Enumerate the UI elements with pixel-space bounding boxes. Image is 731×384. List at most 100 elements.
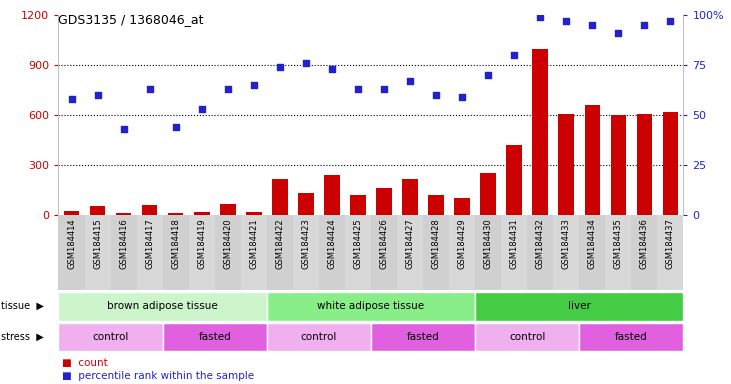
Text: GSM184431: GSM184431 [510,218,519,269]
Bar [267,292,475,321]
Text: fasted: fasted [406,332,439,342]
Text: GSM184425: GSM184425 [354,218,363,269]
Bar [240,215,267,290]
Text: GSM184432: GSM184432 [536,218,545,269]
Text: white adipose tissue: white adipose tissue [317,301,425,311]
Bar [90,206,105,215]
Bar [371,323,475,351]
Bar [579,323,683,351]
Text: control: control [509,332,545,342]
Bar [58,323,162,351]
Text: GSM184420: GSM184420 [223,218,232,269]
Bar [220,204,235,215]
Text: brown adipose tissue: brown adipose tissue [107,301,218,311]
Text: GSM184415: GSM184415 [93,218,102,269]
Text: GSM184416: GSM184416 [119,218,128,269]
Text: GSM184424: GSM184424 [327,218,336,269]
Point [561,18,572,25]
Point [639,22,651,28]
Text: GSM184436: GSM184436 [640,218,649,269]
Bar [662,112,678,215]
Text: tissue  ▶: tissue ▶ [1,301,44,311]
Text: liver: liver [568,301,591,311]
Point [613,30,624,36]
Bar [475,215,501,290]
Bar [475,292,683,321]
Text: GSM184427: GSM184427 [406,218,414,269]
Bar [632,215,657,290]
Point [586,22,598,28]
Text: GDS3135 / 1368046_at: GDS3135 / 1368046_at [58,13,204,26]
Bar [324,175,340,215]
Text: GSM184417: GSM184417 [145,218,154,269]
Bar [605,215,632,290]
Bar [215,215,240,290]
Bar [350,195,366,215]
Bar [142,205,157,215]
Point [170,124,181,130]
Bar [558,114,574,215]
Bar [657,215,683,290]
Text: ■  percentile rank within the sample: ■ percentile rank within the sample [62,371,254,381]
Point [66,96,77,102]
Bar [319,215,345,290]
Bar [423,215,449,290]
Point [222,86,234,92]
Bar [272,179,288,215]
Point [248,82,260,88]
Point [274,64,286,70]
Bar [137,215,162,290]
Bar [480,173,496,215]
Bar [428,195,444,215]
Point [456,94,468,100]
Bar [501,215,527,290]
Text: control: control [300,332,337,342]
Point [431,92,442,98]
Point [144,86,156,92]
Bar [267,323,371,351]
Bar [168,213,183,215]
Text: GSM184414: GSM184414 [67,218,76,269]
Point [91,92,103,98]
Bar [189,215,215,290]
Bar [246,212,262,215]
Bar [376,189,392,215]
Point [352,86,364,92]
Text: GSM184423: GSM184423 [301,218,311,269]
Bar [64,211,79,215]
Point [118,126,129,132]
Text: GSM184430: GSM184430 [484,218,493,269]
Text: GSM184428: GSM184428 [431,218,441,269]
Text: GSM184433: GSM184433 [562,218,571,269]
Text: fasted: fasted [615,332,648,342]
Bar [85,215,110,290]
Point [482,72,494,78]
Point [196,106,208,112]
Bar [507,145,522,215]
Point [378,86,390,92]
Bar [58,215,85,290]
Text: GSM184437: GSM184437 [666,218,675,269]
Bar [267,215,293,290]
Point [508,52,520,58]
Bar [162,323,267,351]
Bar [553,215,579,290]
Text: GSM184426: GSM184426 [379,218,388,269]
Bar [115,214,132,215]
Point [404,78,416,84]
Bar [402,179,418,215]
Bar [162,215,189,290]
Bar [110,215,137,290]
Text: GSM184434: GSM184434 [588,218,596,269]
Bar [397,215,423,290]
Text: GSM184429: GSM184429 [458,218,466,269]
Text: GSM184421: GSM184421 [249,218,258,269]
Bar [449,215,475,290]
Point [664,18,676,25]
Text: GSM184418: GSM184418 [171,218,180,269]
Point [300,60,311,66]
Bar [475,323,579,351]
Bar [293,215,319,290]
Bar [585,105,600,215]
Bar [371,215,397,290]
